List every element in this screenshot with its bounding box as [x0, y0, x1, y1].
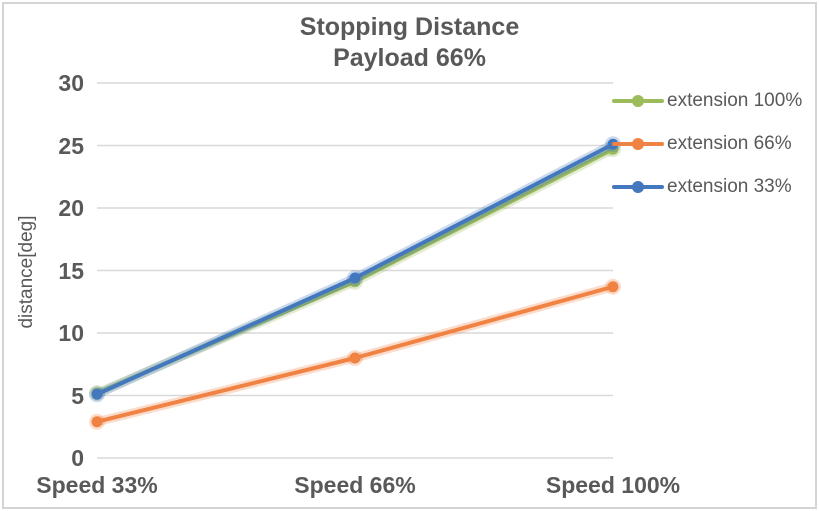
y-tick-label: 10 — [58, 320, 84, 346]
x-axis-label: Speed 33% — [36, 472, 158, 498]
legend-item: extension 100% — [612, 86, 802, 116]
chart-title-line2: Payload 66% — [333, 44, 486, 72]
data-point-marker — [607, 281, 619, 293]
data-point-marker — [349, 352, 361, 364]
x-axis-label: Speed 100% — [545, 472, 681, 498]
y-tick-label: 30 — [58, 70, 84, 96]
legend-dot-icon — [632, 181, 644, 193]
x-axis-label: Speed 66% — [294, 472, 416, 498]
y-tick-label: 15 — [58, 257, 84, 284]
data-point-marker — [91, 416, 103, 428]
y-tick-label: 20 — [58, 195, 84, 221]
legend-line-marker-icon — [612, 138, 664, 150]
chart-title-line1: Stopping Distance — [299, 13, 520, 41]
legend-dot-icon — [632, 138, 644, 150]
legend-item: extension 66% — [612, 129, 802, 159]
legend-label: extension 33% — [667, 176, 792, 197]
legend-label: extension 100% — [667, 90, 803, 111]
data-point-marker — [349, 272, 361, 284]
chart-title: Stopping Distance Payload 66% — [0, 12, 819, 74]
y-tick-label: 25 — [58, 132, 84, 159]
legend-item: extension 33% — [612, 172, 802, 202]
legend-dot-icon — [632, 95, 644, 107]
y-tick-label: 0 — [71, 445, 84, 471]
y-tick-label: 5 — [71, 382, 84, 409]
legend: extension 100% extension 66% extension 33% — [612, 86, 802, 215]
legend-line-marker-icon — [612, 181, 664, 193]
legend-line-marker-icon — [612, 95, 664, 107]
data-point-marker — [91, 388, 103, 400]
legend-label: extension 66% — [667, 133, 792, 154]
